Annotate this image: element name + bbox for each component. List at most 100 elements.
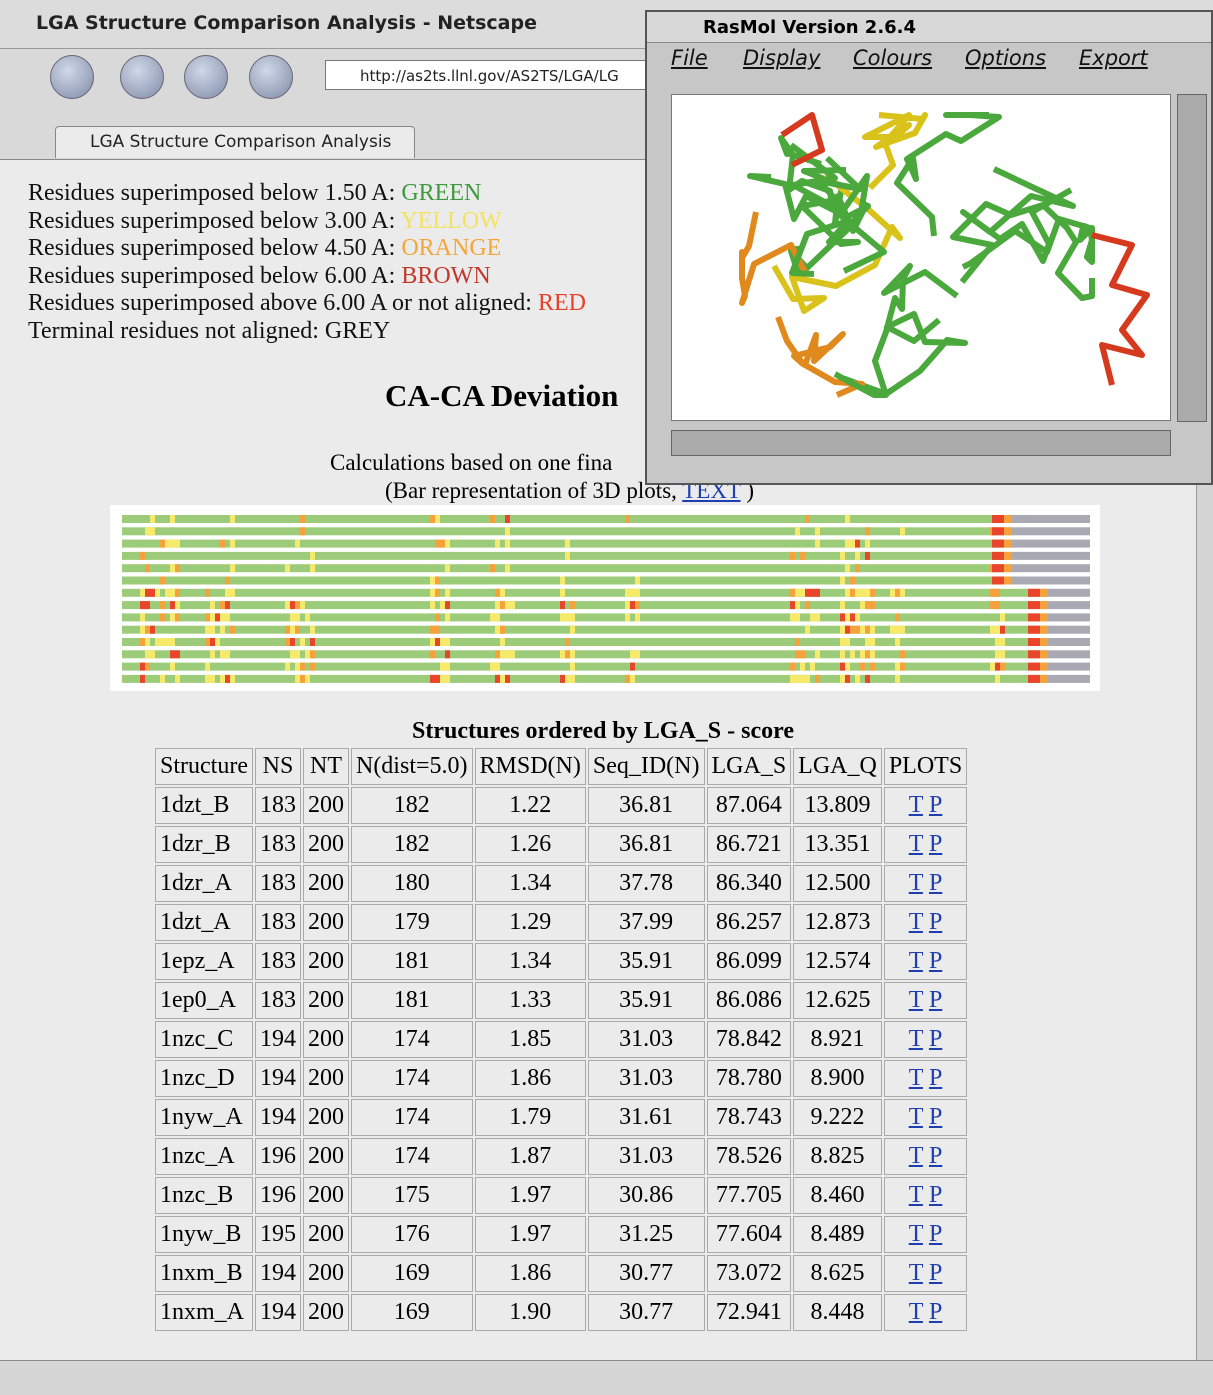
deviation-block	[220, 601, 225, 609]
table-cell: 8.489	[793, 1216, 882, 1253]
table-cell: 1.97	[475, 1177, 586, 1214]
menu-item[interactable]: Colours	[853, 46, 932, 70]
table-row: 1ep0_A1832001811.3335.9186.08612.625T P	[155, 982, 967, 1019]
deviation-block	[210, 601, 215, 609]
deviation-block	[845, 589, 850, 597]
plot-link[interactable]: P	[929, 870, 942, 896]
plots-cell: T P	[884, 904, 967, 941]
table-cell: 86.721	[707, 826, 792, 863]
plot-link[interactable]: T	[909, 831, 923, 857]
rasmol-hscroll[interactable]	[671, 430, 1171, 456]
deviation-block	[150, 626, 155, 634]
deviation-block	[625, 601, 630, 609]
deviation-block	[815, 650, 820, 658]
stop-button[interactable]	[249, 55, 293, 99]
table-cell: 1.26	[475, 826, 586, 863]
plot-link[interactable]: T	[909, 1104, 923, 1130]
deviation-block	[895, 675, 900, 683]
plot-link[interactable]: P	[929, 1182, 942, 1208]
plot-link[interactable]: T	[909, 1182, 923, 1208]
deviation-block	[495, 589, 500, 597]
plot-link[interactable]: P	[929, 792, 942, 818]
deviation-block	[895, 613, 900, 621]
plots-cell: T P	[884, 982, 967, 1019]
table-cell: 31.03	[588, 1021, 705, 1058]
deviation-block	[295, 675, 300, 683]
browser-tab[interactable]: LGA Structure Comparison Analysis	[55, 126, 415, 158]
deviation-block	[165, 540, 170, 548]
plot-link[interactable]: T	[909, 987, 923, 1013]
plot-link[interactable]: T	[909, 1143, 923, 1169]
plot-link[interactable]: P	[929, 948, 942, 974]
plot-link[interactable]: T	[909, 909, 923, 935]
backbone-segment	[782, 115, 822, 165]
table-cell: 9.222	[793, 1099, 882, 1136]
plot-link[interactable]: P	[929, 1026, 942, 1052]
table-cell: 1nyw_B	[155, 1216, 253, 1253]
forward-button[interactable]	[120, 55, 164, 99]
plot-link[interactable]: T	[909, 792, 923, 818]
deviation-block	[500, 601, 505, 609]
deviation-block	[310, 552, 315, 560]
deviation-block	[225, 589, 230, 597]
deviation-block	[560, 601, 565, 609]
deviation-block	[490, 613, 495, 621]
bar-tail	[1048, 601, 1090, 609]
deviation-block	[800, 663, 805, 671]
plot-link[interactable]: T	[909, 948, 923, 974]
deviation-block	[505, 527, 510, 535]
deviation-block	[565, 540, 570, 548]
table-cell: 200	[303, 982, 349, 1019]
column-header: NT	[303, 748, 349, 785]
plot-link[interactable]: P	[929, 1221, 942, 1247]
table-title: Structures ordered by LGA_S - score	[0, 718, 1206, 745]
plot-link[interactable]: P	[929, 831, 942, 857]
menu-item[interactable]: File	[671, 46, 708, 70]
plot-link[interactable]: T	[909, 1299, 923, 1325]
table-row: 1dzt_B1832001821.2236.8187.06413.809T P	[155, 787, 967, 824]
menu-item[interactable]: Display	[743, 46, 820, 70]
table-cell: 183	[255, 943, 301, 980]
deviation-block	[170, 515, 175, 523]
plot-link[interactable]: T	[909, 1065, 923, 1091]
deviation-block	[992, 540, 1004, 548]
plot-link[interactable]: P	[929, 1065, 942, 1091]
table-cell: 31.03	[588, 1060, 705, 1097]
plot-link[interactable]: P	[929, 1104, 942, 1130]
deviation-block	[625, 675, 630, 683]
table-cell: 1.86	[475, 1060, 586, 1097]
deviation-block	[170, 589, 175, 597]
menu-item[interactable]: Export	[1079, 46, 1148, 70]
deviation-block	[445, 601, 450, 609]
plot-link[interactable]: T	[909, 1221, 923, 1247]
header-row: StructureNSNTN(dist=5.0)RMSD(N)Seq_ID(N)…	[155, 748, 967, 785]
bar-tail	[1012, 527, 1090, 535]
deviation-block	[870, 589, 875, 597]
back-button[interactable]	[50, 55, 94, 99]
deviation-block	[140, 663, 145, 671]
deviation-block	[220, 675, 225, 683]
plot-link[interactable]: P	[929, 987, 942, 1013]
deviation-block	[505, 601, 510, 609]
table-cell: 36.81	[588, 787, 705, 824]
plot-link[interactable]: P	[929, 1260, 942, 1286]
url-field[interactable]: http://as2ts.llnl.gov/AS2TS/LGA/LG	[325, 60, 655, 90]
menu-item[interactable]: Options	[965, 46, 1046, 70]
plot-link[interactable]: P	[929, 909, 942, 935]
legend-line: Residues superimposed below 4.50 A: ORAN…	[28, 235, 501, 262]
deviation-block	[505, 675, 510, 683]
deviation-block	[995, 626, 1000, 634]
reload-button[interactable]	[184, 55, 228, 99]
plot-link[interactable]: T	[909, 1260, 923, 1286]
deviation-block	[560, 675, 565, 683]
deviation-block	[285, 638, 290, 646]
plot-link[interactable]: P	[929, 1143, 942, 1169]
plot-link[interactable]: P	[929, 1299, 942, 1325]
plot-link[interactable]: T	[909, 870, 923, 896]
deviation-block	[565, 650, 570, 658]
bar-row	[122, 601, 1048, 609]
rasmol-vscroll[interactable]	[1177, 94, 1207, 422]
plot-link[interactable]: T	[909, 1026, 923, 1052]
deviation-block	[140, 626, 145, 634]
deviation-block	[145, 638, 150, 646]
